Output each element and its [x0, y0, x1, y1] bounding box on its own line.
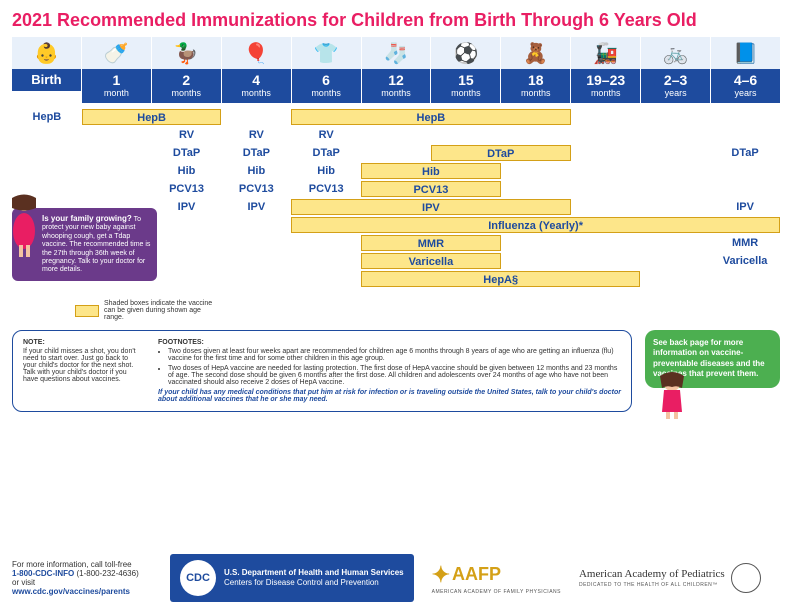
age-label: 2–3years — [641, 69, 710, 103]
age-label: 6months — [292, 69, 361, 103]
age-icon: 👕 — [292, 37, 361, 69]
vaccine-cell: Varicella — [710, 253, 780, 269]
more-info: For more information, call toll-free 1-8… — [12, 560, 152, 596]
vaccine-cell: IPV — [291, 199, 570, 215]
age-label: 18months — [501, 69, 570, 103]
vaccine-cell: Hib — [221, 163, 291, 179]
vaccine-cell: MMR — [710, 235, 780, 251]
age-label: 12months — [362, 69, 431, 103]
age-column: 🚲2–3years — [641, 37, 710, 103]
age-timeline: 👶Birth🍼1month🦆2months🎈4months👕6months🧦12… — [0, 37, 792, 103]
page-title: 2021 Recommended Immunizations for Child… — [0, 0, 792, 37]
vaccine-cell: RV — [221, 127, 291, 143]
cdc-centers: Centers for Disease Control and Preventi… — [224, 578, 404, 588]
age-icon: 🍼 — [82, 37, 151, 69]
vaccine-cell: DTaP — [221, 145, 291, 161]
pregnant-question: Is your family growing? — [42, 214, 132, 223]
age-column: 📘4–6years — [711, 37, 780, 103]
legend: Shaded boxes indicate the vaccine can be… — [75, 300, 215, 321]
footer: For more information, call toll-free 1-8… — [0, 546, 792, 612]
vaccine-cell: HepB — [12, 109, 82, 125]
vaccine-cell: DTaP — [431, 145, 571, 161]
note-text: If your child misses a shot, you don't n… — [23, 348, 143, 383]
advisory-text: If your child has any medical conditions… — [158, 389, 621, 403]
age-icon: 🎈 — [222, 37, 291, 69]
footnotes-heading: FOOTNOTES: — [158, 339, 621, 346]
child-icon — [652, 370, 692, 420]
vaccine-cell: HepB — [82, 109, 222, 125]
age-icon: 🦆 — [152, 37, 221, 69]
age-column: 🦆2months — [152, 37, 221, 103]
or-visit: or visit — [12, 578, 35, 587]
age-label: 4months — [222, 69, 291, 103]
aafp-logo: AAFP — [452, 564, 501, 585]
footnote-2: Two doses of HepA vaccine are needed for… — [168, 365, 621, 386]
url: www.cdc.gov/vaccines/parents — [12, 587, 130, 596]
age-label: 19–23months — [571, 69, 640, 103]
phone-number: 1-800-CDC-INFO — [12, 569, 74, 578]
vaccine-cell: Hib — [291, 163, 361, 179]
pregnant-callout: Is your family growing? To protect your … — [12, 208, 157, 281]
aafp-subtitle: AMERICAN ACADEMY OF FAMILY PHYSICIANS — [432, 589, 561, 595]
vaccine-cell: IPV — [221, 199, 291, 215]
vaccine-cell: PCV13 — [291, 181, 361, 197]
vaccine-cell: RV — [291, 127, 361, 143]
aap-block: American Academy of Pediatrics DEDICATED… — [579, 563, 761, 593]
age-icon: ⚽ — [431, 37, 500, 69]
vaccine-cell: HepB — [291, 109, 570, 125]
more-info-line1: For more information, call toll-free — [12, 560, 132, 569]
vaccine-cell: PCV13 — [221, 181, 291, 197]
phone-number-digits: (1-800-232-4636) — [76, 569, 138, 578]
age-column: 👶Birth — [12, 37, 81, 103]
age-column: 🧦12months — [362, 37, 431, 103]
vaccine-cell: DTaP — [291, 145, 361, 161]
aafp-block: ✦AAFP AMERICAN ACADEMY OF FAMILY PHYSICI… — [432, 562, 561, 595]
age-icon: 🚂 — [571, 37, 640, 69]
age-column: 🎈4months — [222, 37, 291, 103]
age-label: 1month — [82, 69, 151, 103]
vaccine-cell: Hib — [361, 163, 501, 179]
vaccine-cell: HepA§ — [361, 271, 640, 287]
legend-text: Shaded boxes indicate the vaccine can be… — [104, 300, 215, 321]
pregnant-body: To protect your new baby against whoopin… — [42, 216, 150, 273]
age-icon: 👶 — [12, 37, 81, 69]
footnote-1: Two doses given at least four weeks apar… — [168, 348, 621, 362]
aap-subtitle: DEDICATED TO THE HEALTH OF ALL CHILDREN™ — [579, 582, 725, 588]
notes-box: NOTE: If your child misses a shot, you d… — [12, 330, 632, 412]
age-label: 2months — [152, 69, 221, 103]
aap-seal-icon — [731, 563, 761, 593]
vaccine-cell: PCV13 — [361, 181, 501, 197]
vaccine-cell: DTaP — [710, 145, 780, 161]
vaccine-cell: IPV — [710, 199, 780, 215]
age-label: 4–6years — [711, 69, 780, 103]
age-column: 👕6months — [292, 37, 361, 103]
vaccine-cell: IPV — [152, 199, 222, 215]
cdc-block: CDC U.S. Department of Health and Human … — [170, 554, 414, 602]
age-icon: 🧸 — [501, 37, 570, 69]
age-icon: 📘 — [711, 37, 780, 69]
legend-swatch — [75, 305, 99, 317]
age-column: 🧸18months — [501, 37, 570, 103]
age-icon: 🚲 — [641, 37, 710, 69]
vaccine-cell: PCV13 — [152, 181, 222, 197]
vaccine-cell: MMR — [361, 235, 501, 251]
age-label: 15months — [431, 69, 500, 103]
age-column: 🚂19–23months — [571, 37, 640, 103]
aap-name: American Academy of Pediatrics — [579, 568, 725, 580]
vaccine-cell: RV — [152, 127, 222, 143]
pregnant-woman-icon — [7, 193, 42, 258]
vaccine-cell: Varicella — [361, 253, 501, 269]
age-label: Birth — [12, 69, 81, 91]
vaccine-cell: Hib — [152, 163, 222, 179]
age-column: 🍼1month — [82, 37, 151, 103]
age-column: ⚽15months — [431, 37, 500, 103]
vaccine-cell: DTaP — [152, 145, 222, 161]
cdc-logo-icon: CDC — [180, 560, 216, 596]
hhs-dept: U.S. Department of Health and Human Serv… — [224, 568, 404, 578]
age-icon: 🧦 — [362, 37, 431, 69]
vaccine-cell: Influenza (Yearly)* — [291, 217, 780, 233]
note-heading: NOTE: — [23, 339, 143, 346]
